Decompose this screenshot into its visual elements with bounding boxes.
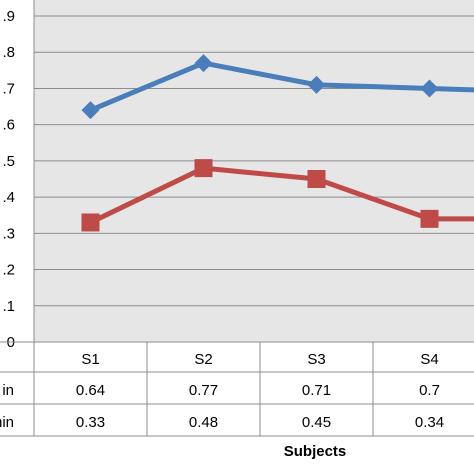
y-axis-tick-labels: .9.8.7.6.5.4.3.2.10 (2, 8, 15, 351)
y-tick-label: .7 (2, 80, 15, 97)
y-tick-label: .1 (2, 298, 15, 315)
series-min (81, 159, 474, 232)
data-point-min (194, 159, 213, 178)
table-cell: 0.34 (415, 414, 444, 431)
data-point-min (420, 209, 439, 228)
x-axis-title: Subjects (284, 443, 347, 460)
table-row-label: in (2, 382, 14, 399)
data-point-in (81, 101, 100, 120)
x-category-label: S2 (194, 351, 212, 368)
data-point-in (194, 54, 213, 73)
x-category-label: S4 (420, 351, 438, 368)
table-cell: 0.7 (419, 382, 440, 399)
series-in (81, 54, 474, 120)
table-cell: 0.64 (76, 382, 105, 399)
data-point-in (420, 79, 439, 98)
x-category-label: S1 (81, 351, 99, 368)
y-tick-label: .2 (2, 262, 15, 279)
y-tick-label: .3 (2, 225, 15, 242)
data-point-min (307, 170, 326, 188)
table-cell: 0.33 (76, 414, 105, 431)
data-point-in (307, 75, 326, 94)
y-tick-label: .5 (2, 153, 15, 170)
y-tick-label: .4 (2, 189, 15, 206)
y-tick-label: .6 (2, 117, 15, 134)
table-cell: 0.48 (189, 414, 218, 431)
table-cell: 0.71 (302, 382, 331, 399)
series-lines (81, 54, 474, 232)
y-tick-label: .9 (2, 8, 15, 25)
table-cell: 0.45 (302, 414, 331, 431)
y-tick-label: .8 (2, 44, 15, 61)
data-point-min (81, 213, 100, 232)
table-row-label: min (0, 414, 14, 431)
x-category-label: S3 (307, 351, 325, 368)
table-cell: 0.77 (189, 382, 218, 399)
data-table: S1 S2 S3 S4 in 0.64 0.77 0.71 0.7 min 0.33 0.48 0.45… (0, 341, 474, 437)
